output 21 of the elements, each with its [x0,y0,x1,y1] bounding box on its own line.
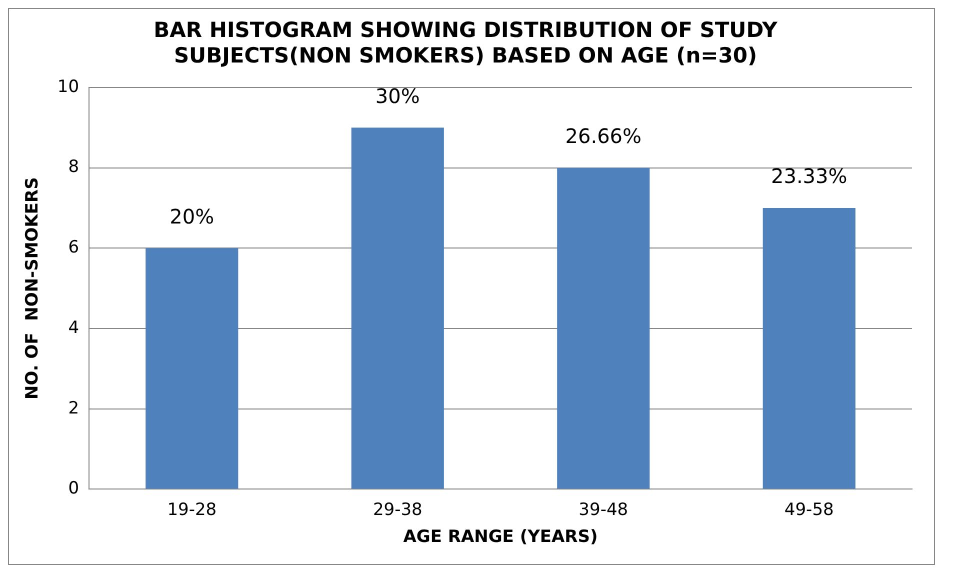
bar [351,128,444,489]
x-tick-label: 19-28 [167,500,217,520]
x-axis-title: AGE RANGE (YEARS) [403,527,598,548]
x-tick-label: 39-48 [578,500,628,520]
annotation: 20% [170,204,214,228]
y-tick-label: 6 [68,238,80,258]
annotation: 26.66% [565,124,642,148]
bar [557,168,650,489]
bar [762,208,856,489]
y-tick-label: 10 [57,76,80,97]
y-tick-label: 0 [68,478,80,499]
y-tick-label: 4 [68,318,80,338]
annotation: 23.33% [770,164,848,188]
bar [146,248,238,489]
chart-title: BAR HISTOGRAM SHOWING DISTRIBUTION OF STUDY SUBJECTS(NON SMOKERS) BASED ON AGE (n=30) [154,18,778,68]
y-tick-label: 2 [68,398,80,418]
annotation: 30% [375,84,420,108]
y-tick-label: 8 [68,157,80,178]
y-axis-title: NO. OF NON-SMOKERS [22,177,43,400]
x-tick-label: 29-38 [372,500,422,520]
x-tick-label: 49-58 [784,500,834,520]
